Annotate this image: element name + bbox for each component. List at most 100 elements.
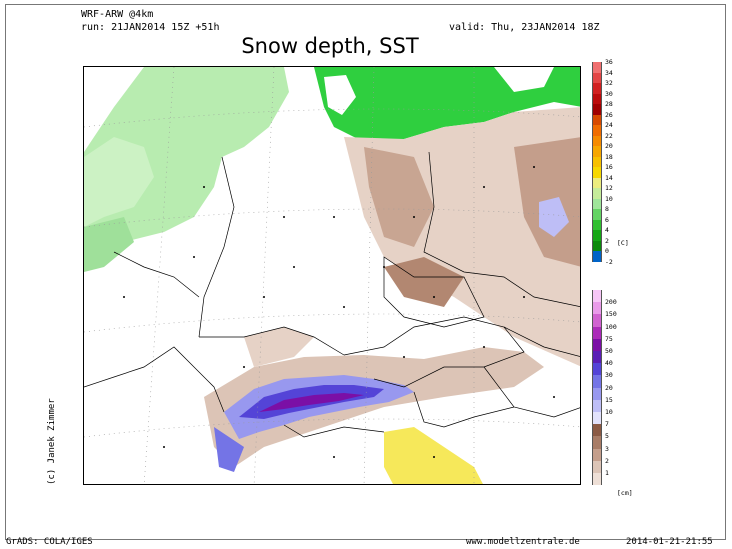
colorbar-segment <box>592 387 602 400</box>
colorbar-tick-label: 28 <box>605 100 613 108</box>
colorbar-segment <box>592 290 602 303</box>
snow-10cm-poland <box>539 197 569 237</box>
colorbar-tick-label: 1 <box>605 469 609 477</box>
colorbar-segment <box>592 146 602 157</box>
colorbar-segment <box>592 135 602 146</box>
footer-software: GrADS: COLA/IGES <box>6 537 93 547</box>
colorbar-segment <box>592 156 602 167</box>
colorbar-tick-label: 36 <box>605 58 613 66</box>
colorbar-tick-label: 26 <box>605 110 613 119</box>
colorbar-tick-label: 50 <box>605 347 613 355</box>
colorbar-segment <box>592 177 602 188</box>
colorbar-tick-label: 22 <box>605 131 613 140</box>
colorbar-segment <box>592 314 602 327</box>
colorbar-segment <box>592 209 602 220</box>
colorbar-tick-label: 15 <box>605 395 613 404</box>
colorbar-tick-label: 0 <box>605 247 609 255</box>
map-canvas <box>84 67 580 484</box>
colorbar-tick-label: 20 <box>605 383 613 392</box>
colorbar-tick-label: 3 <box>605 444 609 453</box>
snow-5cm-czech <box>384 257 464 307</box>
colorbar-segment <box>592 83 602 94</box>
colorbar-tick-label: 40 <box>605 359 613 368</box>
footer-website: www.modellzentrale.de <box>466 537 580 547</box>
colorbar-tick-label: 5 <box>605 432 609 441</box>
map-title: Snow depth, SST <box>241 34 419 58</box>
adriatic-sea-sst <box>384 427 483 484</box>
colorbar-tick-label: 100 <box>605 322 617 331</box>
colorbar-segment <box>592 104 602 115</box>
graticule <box>84 67 580 484</box>
colorbar-tick-label: 8 <box>605 205 609 213</box>
colorbar-tick-label: -2 <box>605 257 613 266</box>
colorbar-tick-label: 4 <box>605 226 609 234</box>
colorbar-tick-label: 6 <box>605 215 609 224</box>
colorbar-segment <box>592 363 602 376</box>
colorbar-segment <box>592 326 602 339</box>
colorbar-segment <box>592 93 602 104</box>
colorbar-segment <box>592 114 602 125</box>
colorbar-tick-label: 32 <box>605 79 613 87</box>
snow-unit: [cm] <box>617 489 633 497</box>
colorbar-segment <box>592 198 602 209</box>
colorbar-segment <box>592 167 602 178</box>
north-sea-sst-light <box>84 137 154 227</box>
city-markers <box>123 166 555 458</box>
colorbar-segment <box>592 351 602 364</box>
colorbar-segment <box>592 62 602 73</box>
colorbar-tick-label: 10 <box>605 194 613 203</box>
great-britain-land <box>84 67 144 152</box>
colorbar-tick-label: 34 <box>605 68 613 77</box>
snow-halo-alps <box>204 347 544 467</box>
sst-unit: [C] <box>617 239 629 247</box>
colorbar-segment <box>592 460 602 473</box>
colorbar-tick-label: 2 <box>605 456 609 465</box>
colorbar-tick-label: 7 <box>605 420 609 429</box>
colorbar-tick-label: 30 <box>605 89 613 98</box>
colorbar-segment <box>592 240 602 251</box>
north-sea-sst <box>84 67 289 272</box>
denmark-land <box>324 75 356 115</box>
colorbar-tick-label: 200 <box>605 298 617 307</box>
colorbar-segment <box>592 436 602 449</box>
colorbar-segment <box>592 251 602 262</box>
colorbar-tick-label: 150 <box>605 310 617 319</box>
colorbar-segment <box>592 473 602 486</box>
snow-20cm-western-alps <box>214 427 244 472</box>
sweden-land <box>494 67 554 92</box>
country-borders <box>84 151 580 438</box>
colorbar-tick-label: 10 <box>605 408 613 416</box>
colorbar-segment <box>592 399 602 412</box>
colorbar-segment <box>592 125 602 136</box>
colorbar-tick-label: 24 <box>605 121 613 129</box>
colorbar-segment <box>592 424 602 437</box>
snow-3-5cm-poland-west <box>364 147 434 247</box>
colorbar-segment <box>592 230 602 241</box>
footer-timestamp: 2014-01-21-21:55 <box>626 537 713 547</box>
colorbar-segment <box>592 338 602 351</box>
model-label: WRF-ARW @4km <box>81 9 154 20</box>
colorbar-segment <box>592 302 602 315</box>
snow-halo-jura <box>244 327 314 367</box>
run-label: run: 21JAN2014 15Z +51h <box>81 22 220 33</box>
map-panel <box>83 66 581 485</box>
colorbar-segment <box>592 375 602 388</box>
colorbar-tick-label: 14 <box>605 173 613 182</box>
colorbar-tick-label: 75 <box>605 334 613 343</box>
valid-time-label: valid: Thu, 23JAN2014 18Z <box>449 22 600 33</box>
colorbar-tick-label: 30 <box>605 371 613 380</box>
colorbar-segment <box>592 448 602 461</box>
colorbar-segment <box>592 188 602 199</box>
colorbar-segment <box>592 72 602 83</box>
author-credit: (c) Janek Zimmer <box>47 398 57 485</box>
channel-sst <box>84 217 134 272</box>
colorbar-tick-label: 18 <box>605 152 613 161</box>
snow-50cm-alps <box>259 393 364 412</box>
colorbar-tick-label: 20 <box>605 142 613 150</box>
colorbar-segment <box>592 412 602 425</box>
colorbar-tick-label: 16 <box>605 163 613 171</box>
colorbar-tick-label: 12 <box>605 184 613 192</box>
figure-frame <box>5 4 726 540</box>
colorbar-segment <box>592 219 602 230</box>
colorbar-tick-label: 2 <box>605 236 609 245</box>
